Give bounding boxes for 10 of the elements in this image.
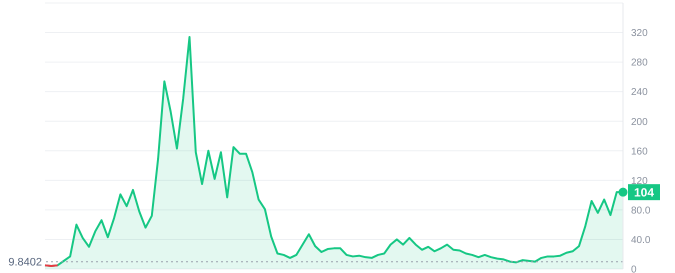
y-tick-label: 320 xyxy=(631,28,648,40)
y-tick-label: 80.0 xyxy=(631,205,651,216)
y-tick-label: 200 xyxy=(631,116,648,128)
y-tick-label: 0 xyxy=(631,264,637,273)
y-tick-label: 240 xyxy=(631,87,648,98)
ref-line-label: 9.8402 xyxy=(8,256,42,269)
data-label: 104 xyxy=(634,186,654,200)
y-tick-label: 160 xyxy=(631,146,648,158)
y-tick-label: 40.0 xyxy=(631,234,651,246)
y-tick-label: 280 xyxy=(631,58,648,69)
